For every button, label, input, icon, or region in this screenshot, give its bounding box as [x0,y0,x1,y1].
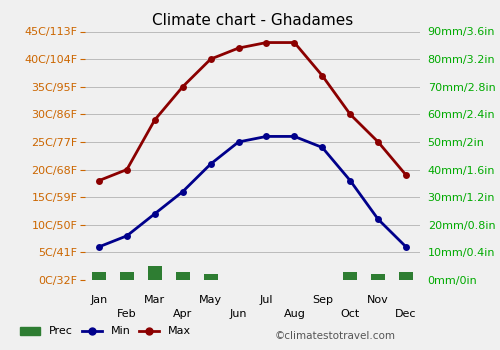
Text: Aug: Aug [284,309,306,319]
Title: Climate chart - Ghadames: Climate chart - Ghadames [152,13,353,28]
Bar [148,266,162,280]
Text: Mar: Mar [144,295,166,306]
Legend: Prec, Min, Max: Prec, Min, Max [16,322,196,341]
Text: Oct: Oct [340,309,360,319]
Text: Jul: Jul [260,295,273,306]
Text: Nov: Nov [367,295,389,306]
Text: Apr: Apr [173,309,193,319]
Bar [399,272,413,280]
Text: Jun: Jun [230,309,248,319]
Text: Dec: Dec [396,309,417,319]
Bar [371,274,385,280]
Text: ©climatestotravel.com: ©climatestotravel.com [275,331,396,341]
Text: Jan: Jan [90,295,108,306]
Bar [343,272,357,280]
Bar [204,274,218,280]
Bar [92,272,106,280]
Bar [120,272,134,280]
Text: Sep: Sep [312,295,333,306]
Text: May: May [199,295,222,306]
Text: Feb: Feb [117,309,136,319]
Bar [176,272,190,280]
